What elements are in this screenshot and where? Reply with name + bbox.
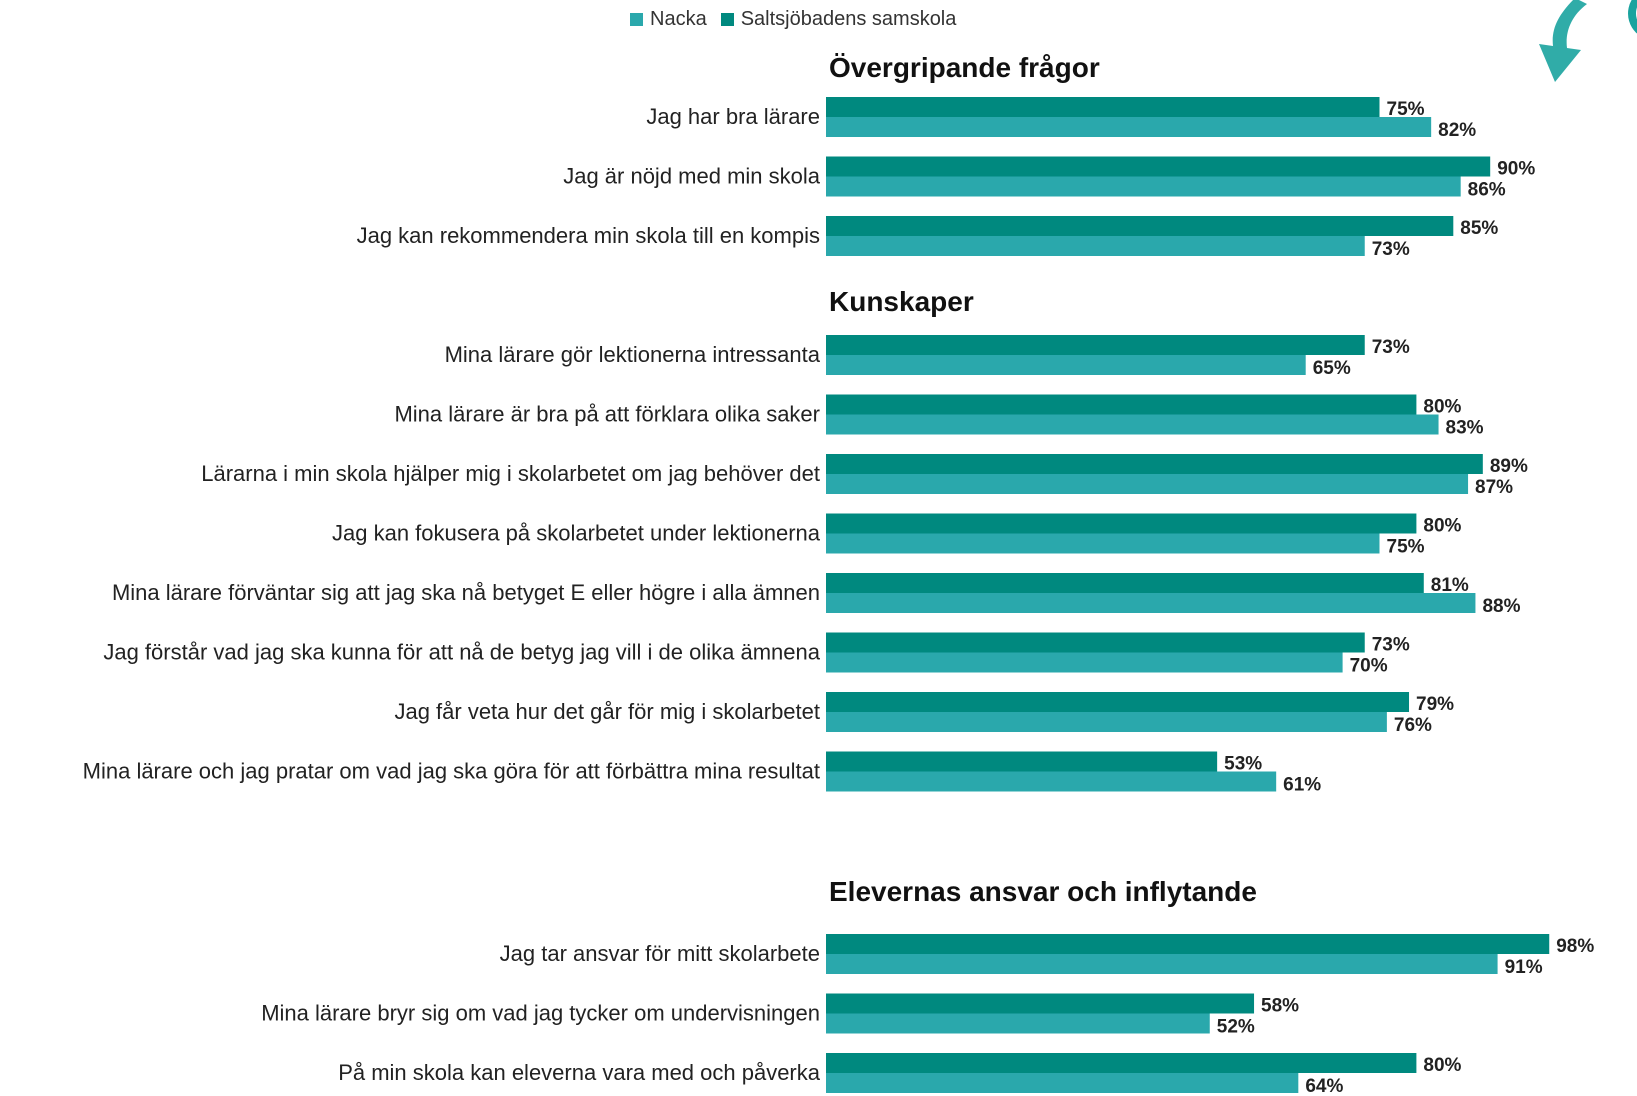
row-label: Mina lärare och jag pratar om vad jag sk… — [83, 759, 820, 784]
value-label-nacka: 75% — [1387, 537, 1425, 558]
value-label-saltsjobadens-samskola: 80% — [1423, 397, 1461, 418]
bar-saltsjobadens-samskola — [826, 97, 1380, 117]
bar-nacka — [826, 474, 1469, 494]
bar-nacka — [826, 771, 1277, 792]
value-label-saltsjobadens-samskola: 73% — [1372, 337, 1410, 358]
row-label: Mina lärare gör lektionerna intressanta — [445, 342, 821, 367]
row-label: Jag får veta hur det går för mig i skola… — [394, 699, 820, 724]
bar-saltsjobadens-samskola — [826, 751, 1218, 772]
value-label-saltsjobadens-samskola: 98% — [1556, 936, 1594, 957]
value-label-nacka: 91% — [1505, 957, 1543, 978]
bar-nacka — [826, 954, 1498, 974]
bar-saltsjobadens-samskola — [826, 335, 1365, 355]
value-label-nacka: 76% — [1394, 715, 1432, 736]
row-label: Jag tar ansvar för mitt skolarbete — [500, 941, 820, 966]
bar-saltsjobadens-samskola — [826, 156, 1491, 177]
down-curved-arrow-icon — [1539, 0, 1587, 82]
value-label-nacka: 64% — [1305, 1076, 1343, 1096]
value-label-nacka: 52% — [1217, 1017, 1255, 1038]
legend-item-nacka: Nacka — [630, 8, 707, 31]
value-label-nacka: 70% — [1350, 656, 1388, 677]
value-label-nacka: 65% — [1313, 358, 1351, 379]
row-label: Jag kan rekommendera min skola till en k… — [357, 223, 820, 248]
value-label-saltsjobadens-samskola: 58% — [1261, 996, 1299, 1017]
chart-legend: Nacka Saltsjöbadens samskola — [630, 8, 956, 31]
value-label-saltsjobadens-samskola: 53% — [1224, 754, 1262, 775]
bar-nacka — [826, 414, 1439, 435]
value-label-saltsjobadens-samskola: 79% — [1416, 694, 1454, 715]
bar-saltsjobadens-samskola — [826, 1053, 1417, 1073]
value-label-nacka: 87% — [1475, 477, 1513, 498]
bar-nacka — [826, 176, 1461, 197]
legend-swatch-skola — [720, 13, 734, 26]
bar-saltsjobadens-samskola — [826, 216, 1454, 236]
decorative-arc-icon — [1628, 0, 1637, 34]
row-label: Jag har bra lärare — [646, 104, 820, 129]
legend-swatch-nacka — [630, 13, 643, 26]
row-label: Mina lärare förväntar sig att jag ska nå… — [112, 580, 820, 605]
value-label-saltsjobadens-samskola: 80% — [1423, 516, 1461, 537]
row-label: Jag kan fokusera på skolarbetet under le… — [332, 521, 821, 546]
bar-nacka — [826, 355, 1306, 375]
row-label: Jag är nöjd med min skola — [563, 164, 821, 189]
bar-nacka — [826, 236, 1365, 256]
bar-nacka — [826, 117, 1432, 137]
row-label: På min skola kan eleverna vara med och p… — [338, 1060, 821, 1085]
bar-saltsjobadens-samskola — [826, 632, 1365, 653]
bar-saltsjobadens-samskola — [826, 692, 1410, 712]
value-label-saltsjobadens-samskola: 89% — [1490, 456, 1528, 477]
bar-saltsjobadens-samskola — [826, 513, 1417, 534]
value-label-nacka: 82% — [1438, 120, 1476, 141]
section-title: Elevernas ansvar och inflytande — [829, 876, 1257, 907]
bar-saltsjobadens-samskola — [826, 993, 1255, 1014]
value-label-saltsjobadens-samskola: 81% — [1431, 575, 1469, 596]
bar-saltsjobadens-samskola — [826, 573, 1424, 593]
row-label: Mina lärare bryr sig om vad jag tycker o… — [261, 1001, 820, 1026]
bar-nacka — [826, 1013, 1210, 1034]
bar-saltsjobadens-samskola — [826, 394, 1417, 415]
value-label-nacka: 86% — [1468, 180, 1506, 201]
section-title: Kunskaper — [829, 286, 974, 317]
value-label-saltsjobadens-samskola: 90% — [1497, 159, 1535, 180]
row-label: Lärarna i min skola hjälper mig i skolar… — [201, 461, 820, 486]
bar-nacka — [826, 533, 1380, 554]
bar-nacka — [826, 1073, 1299, 1093]
bar-saltsjobadens-samskola — [826, 934, 1550, 954]
value-label-saltsjobadens-samskola: 85% — [1460, 218, 1498, 239]
value-label-nacka: 73% — [1372, 239, 1410, 260]
legend-item-skola: Saltsjöbadens samskola — [720, 8, 957, 31]
row-label: Mina lärare är bra på att förklara olika… — [394, 402, 820, 427]
section-title: Övergripande frågor — [829, 52, 1100, 83]
value-label-saltsjobadens-samskola: 75% — [1387, 99, 1425, 120]
bar-nacka — [826, 593, 1476, 613]
value-label-saltsjobadens-samskola: 80% — [1423, 1055, 1461, 1076]
legend-label-nacka: Nacka — [650, 8, 707, 30]
value-label-nacka: 88% — [1482, 596, 1520, 617]
row-label: Jag förstår vad jag ska kunna för att nå… — [103, 640, 820, 665]
value-label-nacka: 61% — [1283, 775, 1321, 796]
legend-label-skola: Saltsjöbadens samskola — [740, 8, 957, 30]
value-label-saltsjobadens-samskola: 73% — [1372, 635, 1410, 656]
bar-nacka — [826, 652, 1343, 673]
bar-nacka — [826, 712, 1387, 732]
bar-saltsjobadens-samskola — [826, 454, 1483, 474]
value-label-nacka: 83% — [1446, 418, 1484, 439]
